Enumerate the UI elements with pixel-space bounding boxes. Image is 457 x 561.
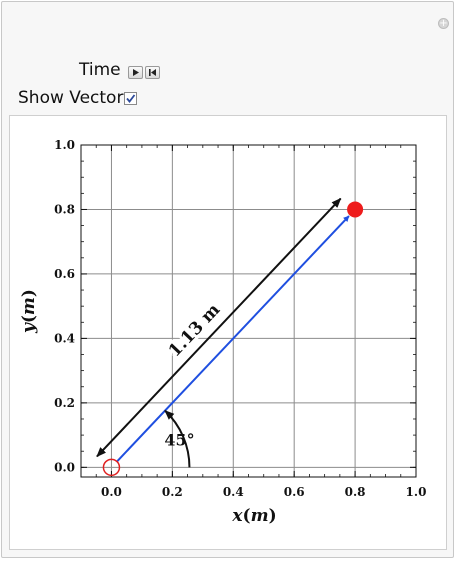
x-axis-label: x(m) <box>231 506 276 526</box>
y-tick-label: 0.8 <box>54 202 75 216</box>
y-tick-label: 0.6 <box>54 267 75 281</box>
play-icon <box>133 69 139 76</box>
x-tick-label: 1.0 <box>406 485 427 499</box>
y-tick-label: 0.4 <box>54 331 75 345</box>
play-button[interactable] <box>128 66 143 79</box>
x-tick-label: 0.4 <box>223 485 244 499</box>
x-tick-label: 0.0 <box>101 485 122 499</box>
y-tick-label: 0.0 <box>54 460 75 474</box>
reset-button[interactable] <box>145 66 160 79</box>
x-tick-label: 0.2 <box>162 485 183 499</box>
x-tick-label: 0.8 <box>345 485 366 499</box>
panel-options-icon[interactable]: + <box>438 18 449 29</box>
time-label: Time <box>79 60 121 80</box>
angle-label: 45° <box>164 430 194 449</box>
y-tick-label: 1.0 <box>54 138 75 152</box>
checkmark-icon <box>126 94 136 103</box>
end-point-marker <box>347 201 364 218</box>
displacement-magnitude-arrow <box>96 197 342 458</box>
plot-frame <box>80 144 417 478</box>
show-vector-label: Show Vector <box>18 88 124 108</box>
position-chart: 0.0 0.2 0.4 0.6 0.8 1.00.00.20.40.60.81.0 1.1… <box>19 138 427 526</box>
show-vector-checkbox[interactable] <box>124 92 137 105</box>
plot-area: 0.0 0.2 0.4 0.6 0.8 1.0 0.0 0.2 0.4 0.6 0.8 1.0 1.1… <box>9 115 447 550</box>
y-axis-label: y(m) <box>19 289 39 334</box>
skip-to-start-icon <box>149 69 156 76</box>
y-tick-label: 0.2 <box>54 396 75 410</box>
angle-arc-arrow <box>164 409 191 468</box>
start-point-marker <box>102 458 121 477</box>
x-tick-label: 0.6 <box>284 485 305 499</box>
